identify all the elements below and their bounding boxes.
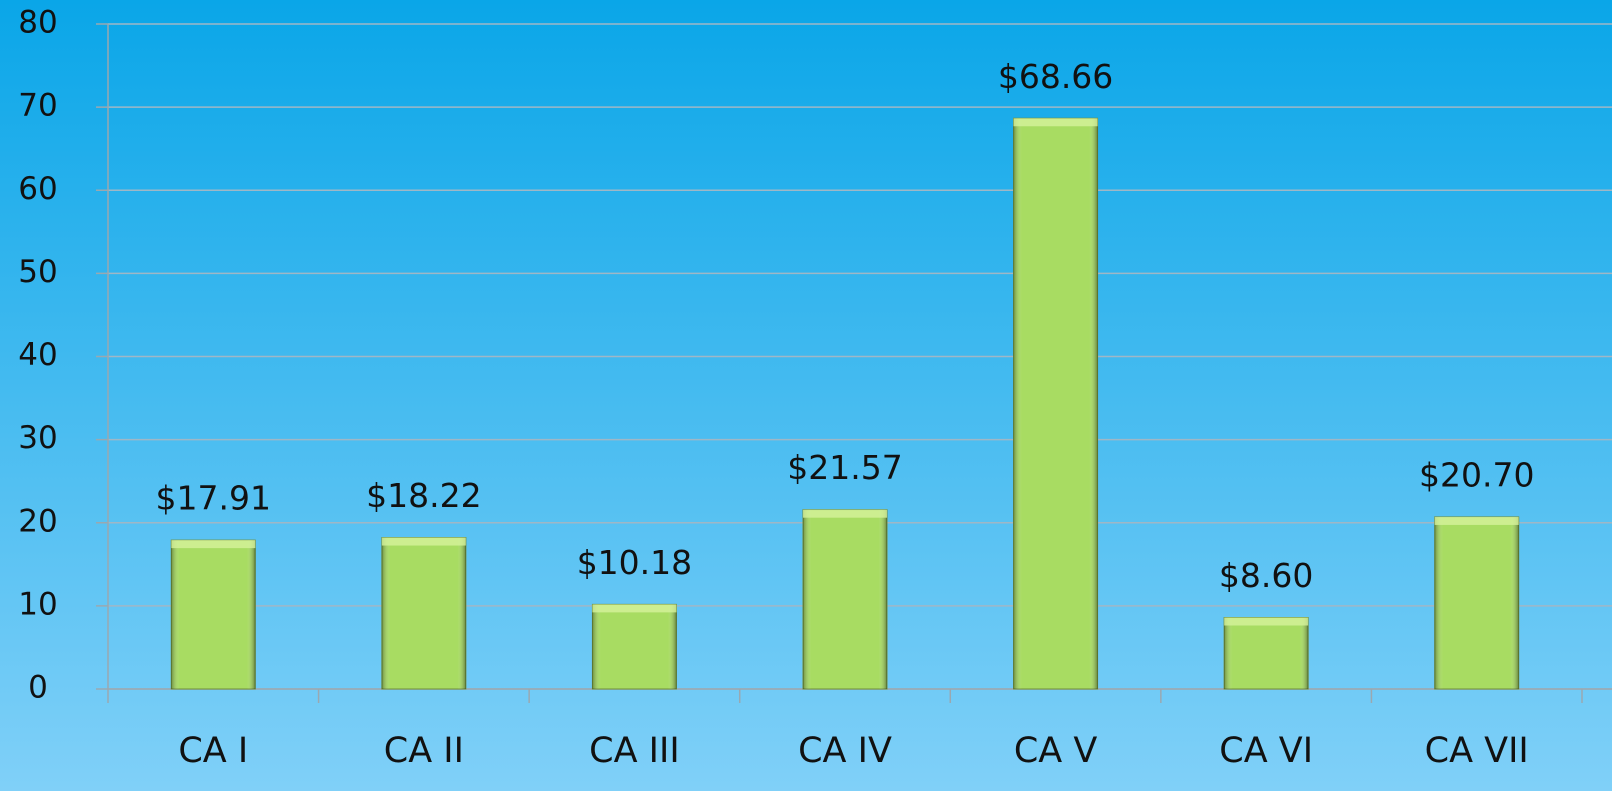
bar-shade [803, 509, 887, 689]
y-tick-label: 0 [28, 670, 48, 706]
y-tick-label: 10 [18, 586, 57, 622]
x-tick-label: CA VI [1219, 731, 1313, 771]
bar-shade [592, 604, 677, 689]
y-tick-label: 60 [18, 171, 57, 207]
y-tick-label: 80 [18, 5, 57, 41]
bar-top [171, 540, 256, 549]
bar-top [381, 537, 466, 546]
value-label: $18.22 [366, 476, 481, 515]
y-tick-label: 30 [18, 420, 57, 456]
y-tick-label: 50 [18, 254, 57, 290]
value-label: $10.18 [577, 543, 692, 582]
bar-top [592, 604, 677, 613]
bar-shade [171, 540, 256, 689]
value-label: $17.91 [156, 479, 271, 518]
y-tick-label: 70 [18, 88, 57, 124]
bar-shade [381, 537, 466, 689]
x-tick-label: CA I [178, 731, 248, 771]
x-tick-label: CA V [1014, 731, 1098, 771]
x-tick-label: CA VII [1425, 731, 1529, 771]
bar-top [1434, 516, 1519, 525]
y-tick-label: 40 [18, 337, 57, 373]
x-tick-label: CA II [384, 731, 464, 771]
value-label: $68.66 [998, 57, 1113, 96]
bar-top [1224, 617, 1309, 626]
bar-shade [1013, 118, 1098, 690]
x-tick-label: CA IV [798, 731, 892, 771]
bar-shade [1224, 617, 1309, 689]
bar-top [1013, 118, 1098, 127]
bar-shade [1434, 516, 1519, 689]
value-label: $8.60 [1219, 556, 1313, 595]
value-label: $20.70 [1419, 455, 1534, 494]
value-label: $21.57 [787, 448, 902, 487]
y-tick-label: 20 [18, 503, 57, 539]
x-tick-label: CA III [589, 731, 679, 771]
bar-top [803, 509, 887, 518]
